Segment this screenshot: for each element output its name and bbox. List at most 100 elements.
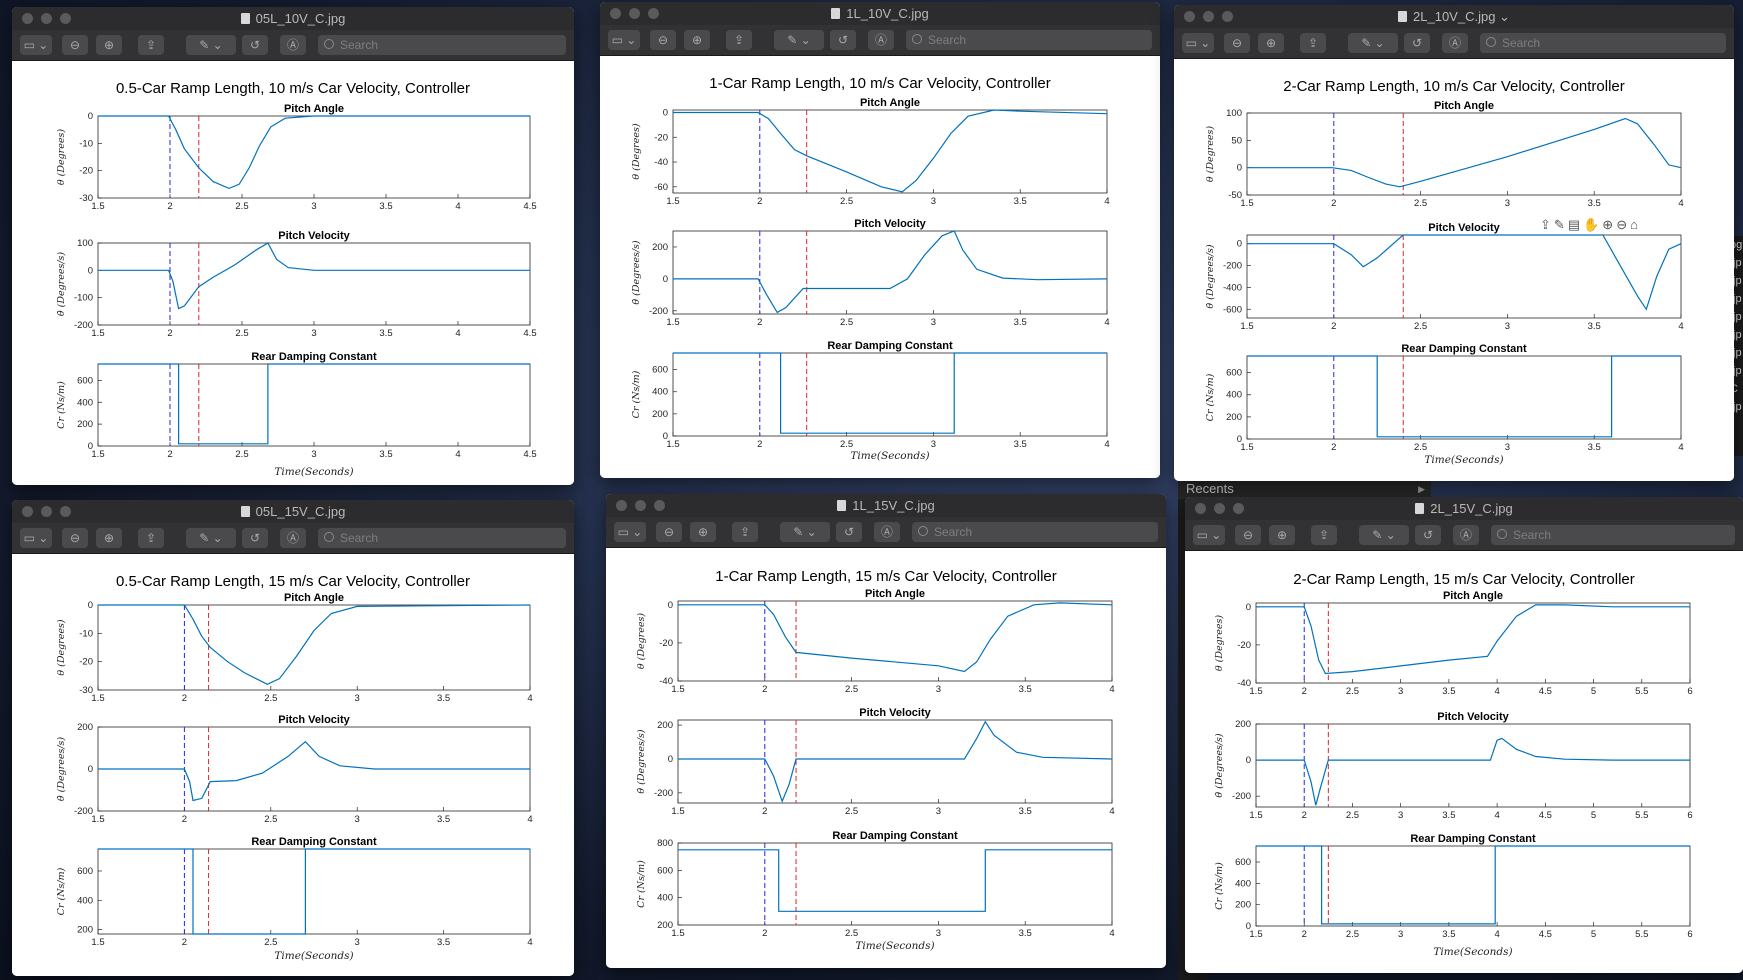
brush-icon[interactable]: ✎ [1553,217,1568,232]
markup-pen-button[interactable]: ✎ ⌄ [774,30,824,50]
zoom-in-icon[interactable]: ⊕ [1602,217,1617,232]
zoom-in-button[interactable]: ⊕ [1269,525,1295,545]
search-field[interactable]: Search [1491,525,1735,545]
markup-toolbar-button[interactable]: Ⓐ [1453,525,1479,545]
traffic-lights[interactable] [22,13,71,24]
rotate-button[interactable]: ↺ [1415,525,1441,545]
zoom-in-button[interactable]: ⊕ [96,528,122,548]
zoom-out-button[interactable]: ⊖ [650,30,676,50]
zoom-in-button[interactable]: ⊕ [684,30,710,50]
sidebar-toggle-button[interactable]: ▭ ⌄ [20,528,52,548]
preview-window-w6[interactable]: 2L_15V_C.jpg ▭ ⌄ ⊖ ⊕ ⇪ ✎ ⌄ ↺ Ⓐ Search 2-Car Ramp … [1185,497,1743,973]
markup-pen-button[interactable]: ✎ ⌄ [1359,525,1409,545]
minimize-window-button[interactable] [1203,11,1214,22]
search-placeholder: Search [1502,36,1541,50]
preview-window-w3[interactable]: 2L_10V_C.jpg ⌄ ▭ ⌄ ⊖ ⊕ ⇪ ✎ ⌄ ↺ Ⓐ Search 2-Car Ram… [1174,5,1734,481]
zoom-out-button[interactable]: ⊖ [1235,525,1261,545]
preview-window-w2[interactable]: 1L_10V_C.jpg ▭ ⌄ ⊖ ⊕ ⇪ ✎ ⌄ ↺ Ⓐ Search 1-Car Ramp … [600,2,1160,478]
minimize-window-button[interactable] [635,500,646,511]
zoom-window-button[interactable] [1222,11,1233,22]
minimize-window-button[interactable] [1214,503,1225,514]
axes-box [672,230,1108,315]
zoom-out-button[interactable]: ⊖ [656,522,682,542]
markup-pen-button[interactable]: ✎ ⌄ [780,522,830,542]
zoom-window-button[interactable] [648,8,659,19]
zoom-out-button[interactable]: ⊖ [62,528,88,548]
markup-pen-button[interactable]: ✎ ⌄ [1348,33,1398,53]
zoom-out-button[interactable]: ⊖ [1224,33,1250,53]
traffic-lights[interactable] [1195,503,1244,514]
window-titlebar[interactable]: 05L_10V_C.jpg [12,7,574,30]
close-window-button[interactable] [22,506,33,517]
search-field[interactable]: Search [318,528,566,548]
preview-window-w4[interactable]: 05L_15V_C.jpg ▭ ⌄ ⊖ ⊕ ⇪ ✎ ⌄ ↺ Ⓐ Search 0.5-Car Ra… [12,500,574,976]
rotate-button[interactable]: ↺ [830,30,856,50]
minimize-window-button[interactable] [41,506,52,517]
home-icon[interactable]: ⌂ [1630,217,1641,232]
close-window-button[interactable] [610,8,621,19]
y-tick-label: 200 [652,242,668,253]
rotate-button[interactable]: ↺ [836,522,862,542]
zoom-window-button[interactable] [60,506,71,517]
markup-pen-button[interactable]: ✎ ⌄ [186,35,236,55]
search-field[interactable]: Search [1480,33,1726,53]
sidebar-toggle-button[interactable]: ▭ ⌄ [20,35,52,55]
rotate-button[interactable]: ↺ [242,528,268,548]
sidebar-toggle-button[interactable]: ▭ ⌄ [608,30,640,50]
preview-window-w5[interactable]: 1L_15V_C.jpg ▭ ⌄ ⊖ ⊕ ⇪ ✎ ⌄ ↺ Ⓐ Search 1-Car Ramp … [606,494,1166,968]
share-button[interactable]: ⇪ [138,528,164,548]
zoom-in-button[interactable]: ⊕ [1258,33,1284,53]
figure-axes-toolbar[interactable]: ⇪✎▤✋⊕⊖⌂ [1540,217,1641,233]
rotate-button[interactable]: ↺ [242,35,268,55]
share-button[interactable]: ⇪ [732,522,758,542]
window-titlebar[interactable]: 1L_15V_C.jpg [606,494,1166,517]
close-window-button[interactable] [1195,503,1206,514]
close-window-button[interactable] [1184,11,1195,22]
share-button[interactable]: ⇪ [1300,33,1326,53]
y-axis-label: θ (Degrees) [636,613,647,669]
minimize-window-button[interactable] [41,13,52,24]
markup-toolbar-button[interactable]: Ⓐ [280,528,306,548]
window-titlebar[interactable]: 2L_10V_C.jpg ⌄ [1174,5,1734,28]
markup-pen-button[interactable]: ✎ ⌄ [186,528,236,548]
share-button[interactable]: ⇪ [1311,525,1337,545]
sidebar-toggle-button[interactable]: ▭ ⌄ [1182,33,1214,53]
close-window-button[interactable] [22,13,33,24]
search-field[interactable]: Search [912,522,1158,542]
zoom-out-button[interactable]: ⊖ [62,35,88,55]
share-button[interactable]: ⇪ [726,30,752,50]
minimize-window-button[interactable] [629,8,640,19]
traffic-lights[interactable] [22,506,71,517]
pan-icon[interactable]: ✋ [1583,217,1603,232]
markup-toolbar-button[interactable]: Ⓐ [874,522,900,542]
datatip-icon[interactable]: ▤ [1567,217,1584,232]
export-icon[interactable]: ⇪ [1540,217,1554,232]
share-button[interactable]: ⇪ [138,35,164,55]
zoom-window-button[interactable] [1233,503,1244,514]
zoom-out-icon[interactable]: ⊖ [1616,217,1631,232]
x-tick-label: 4 [1494,686,1499,697]
window-titlebar[interactable]: 1L_10V_C.jpg [600,2,1160,25]
traffic-lights[interactable] [1184,11,1233,22]
traffic-lights[interactable] [616,500,665,511]
window-titlebar[interactable]: 05L_15V_C.jpg [12,500,574,523]
zoom-in-button[interactable]: ⊕ [690,522,716,542]
close-window-button[interactable] [616,500,627,511]
markup-toolbar-button[interactable]: Ⓐ [280,35,306,55]
rotate-button[interactable]: ↺ [1404,33,1430,53]
zoom-window-button[interactable] [60,13,71,24]
zoom-in-button[interactable]: ⊕ [96,35,122,55]
search-field[interactable]: Search [906,30,1152,50]
sidebar-toggle-button[interactable]: ▭ ⌄ [1193,525,1225,545]
window-titlebar[interactable]: 2L_15V_C.jpg [1185,497,1743,520]
sidebar-toggle-button[interactable]: ▭ ⌄ [614,522,646,542]
markup-toolbar-button[interactable]: Ⓐ [1442,33,1468,53]
markup-toolbar-button[interactable]: Ⓐ [868,30,894,50]
search-field[interactable]: Search [318,35,566,55]
document-icon [1398,11,1408,22]
traffic-lights[interactable] [610,8,659,19]
zoom-window-button[interactable] [654,500,665,511]
preview-window-w1[interactable]: 05L_10V_C.jpg ▭ ⌄ ⊖ ⊕ ⇪ ✎ ⌄ ↺ Ⓐ Search 0.5-Car Ra… [12,7,574,485]
finder-sidebar-recents[interactable]: Recents ▶ [1178,478,1431,499]
chevron-down-icon[interactable]: ⌄ [1495,9,1510,24]
